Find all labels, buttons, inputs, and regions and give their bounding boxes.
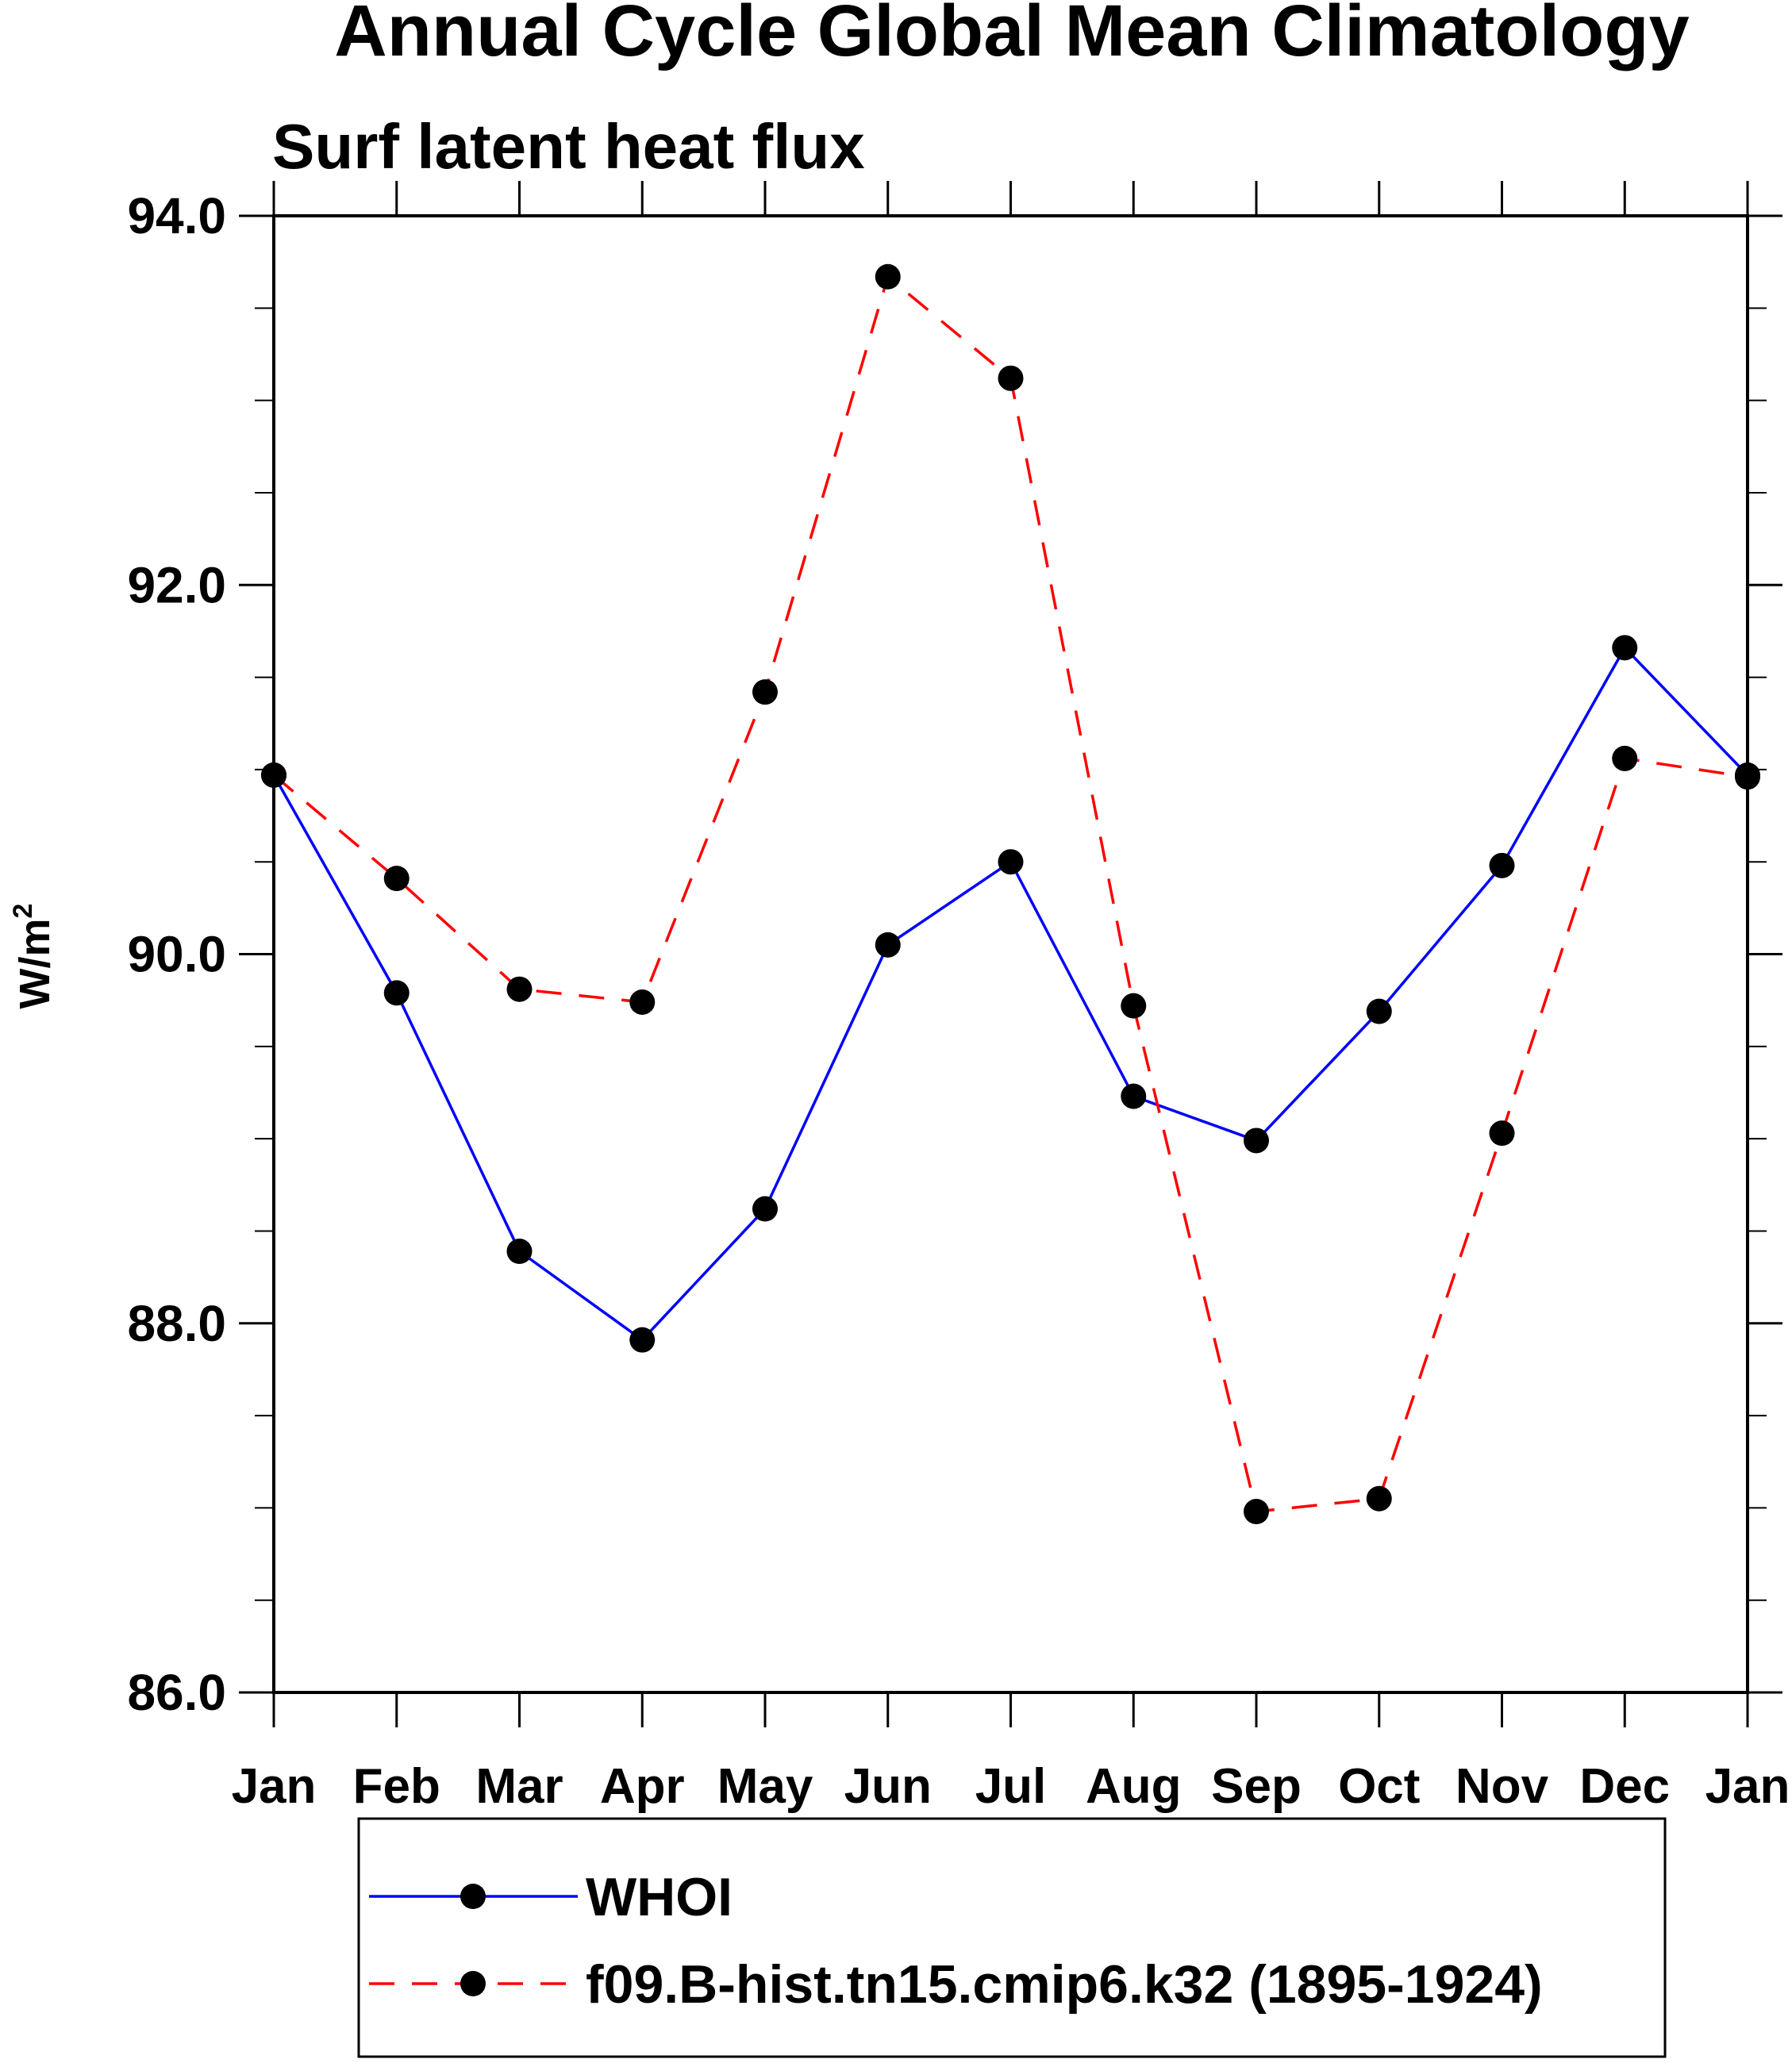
legend-marker bbox=[460, 1884, 486, 1909]
data-point-model bbox=[752, 679, 778, 705]
x-tick-label: Aug bbox=[1086, 1759, 1182, 1814]
plot-frame bbox=[272, 214, 1749, 1694]
svg-text:W/m2: W/m2 bbox=[8, 904, 59, 1009]
data-point-model bbox=[383, 866, 410, 892]
data-point-whoi bbox=[629, 1327, 656, 1353]
x-tick-label: Jul bbox=[975, 1759, 1047, 1814]
data-point-model bbox=[1489, 1120, 1515, 1147]
data-point-model bbox=[998, 365, 1024, 391]
y-axis-label: W/m2 bbox=[8, 904, 59, 1009]
x-tick-label: Jan bbox=[232, 1759, 317, 1814]
y-tick-label: 86.0 bbox=[127, 1664, 226, 1721]
x-tick-label: May bbox=[717, 1759, 813, 1814]
series-line-whoi bbox=[272, 645, 1749, 1343]
data-point-whoi bbox=[1244, 1128, 1269, 1154]
x-tick-label: Nov bbox=[1456, 1759, 1549, 1814]
data-point-whoi bbox=[383, 980, 410, 1006]
legend-marker bbox=[460, 1971, 486, 1996]
data-point-whoi bbox=[506, 1239, 533, 1265]
data-point-model bbox=[629, 989, 656, 1015]
data-point-model bbox=[1366, 1485, 1392, 1512]
data-point-model bbox=[1121, 993, 1147, 1019]
data-point-model bbox=[506, 976, 533, 1002]
x-tick-label: Sep bbox=[1211, 1759, 1302, 1814]
legend-label: WHOI bbox=[586, 1867, 733, 1927]
x-tick-label: Jun bbox=[844, 1759, 932, 1814]
x-tick-label: Feb bbox=[353, 1759, 440, 1814]
data-point-whoi bbox=[1366, 998, 1392, 1024]
data-point-whoi bbox=[1612, 635, 1638, 661]
data-point-whoi bbox=[1489, 852, 1515, 878]
x-tick-label: Dec bbox=[1579, 1759, 1670, 1814]
data-point-whoi bbox=[752, 1196, 778, 1222]
x-tick-label: Apr bbox=[600, 1759, 685, 1814]
series-line-model bbox=[272, 274, 1748, 1513]
legend-label: f09.B-hist.tn15.cmip6.k32 (1895-1924) bbox=[586, 1954, 1543, 2015]
data-point-whoi bbox=[1121, 1083, 1147, 1109]
y-tick-label: 94.0 bbox=[127, 187, 226, 244]
x-tick-label: Mar bbox=[475, 1759, 563, 1814]
y-axis-label-text: W/m bbox=[11, 918, 59, 1008]
chart-title: Annual Cycle Global Mean Climatology bbox=[334, 0, 1689, 71]
x-tick-label: Oct bbox=[1338, 1759, 1420, 1814]
y-tick-label: 88.0 bbox=[127, 1295, 226, 1352]
y-tick-label: 90.0 bbox=[127, 926, 226, 983]
data-point-whoi bbox=[875, 932, 901, 958]
x-tick-label: Jan bbox=[1705, 1759, 1790, 1814]
data-point-model bbox=[1244, 1499, 1269, 1525]
y-axis-label-superscript: 2 bbox=[8, 904, 38, 919]
data-point-model bbox=[1612, 745, 1638, 771]
legend-box bbox=[357, 1817, 1667, 2058]
y-tick-label: 92.0 bbox=[127, 556, 226, 613]
data-point-whoi bbox=[998, 849, 1024, 875]
chart-subtitle: Surf latent heat flux bbox=[272, 111, 865, 182]
data-point-model bbox=[875, 263, 901, 290]
